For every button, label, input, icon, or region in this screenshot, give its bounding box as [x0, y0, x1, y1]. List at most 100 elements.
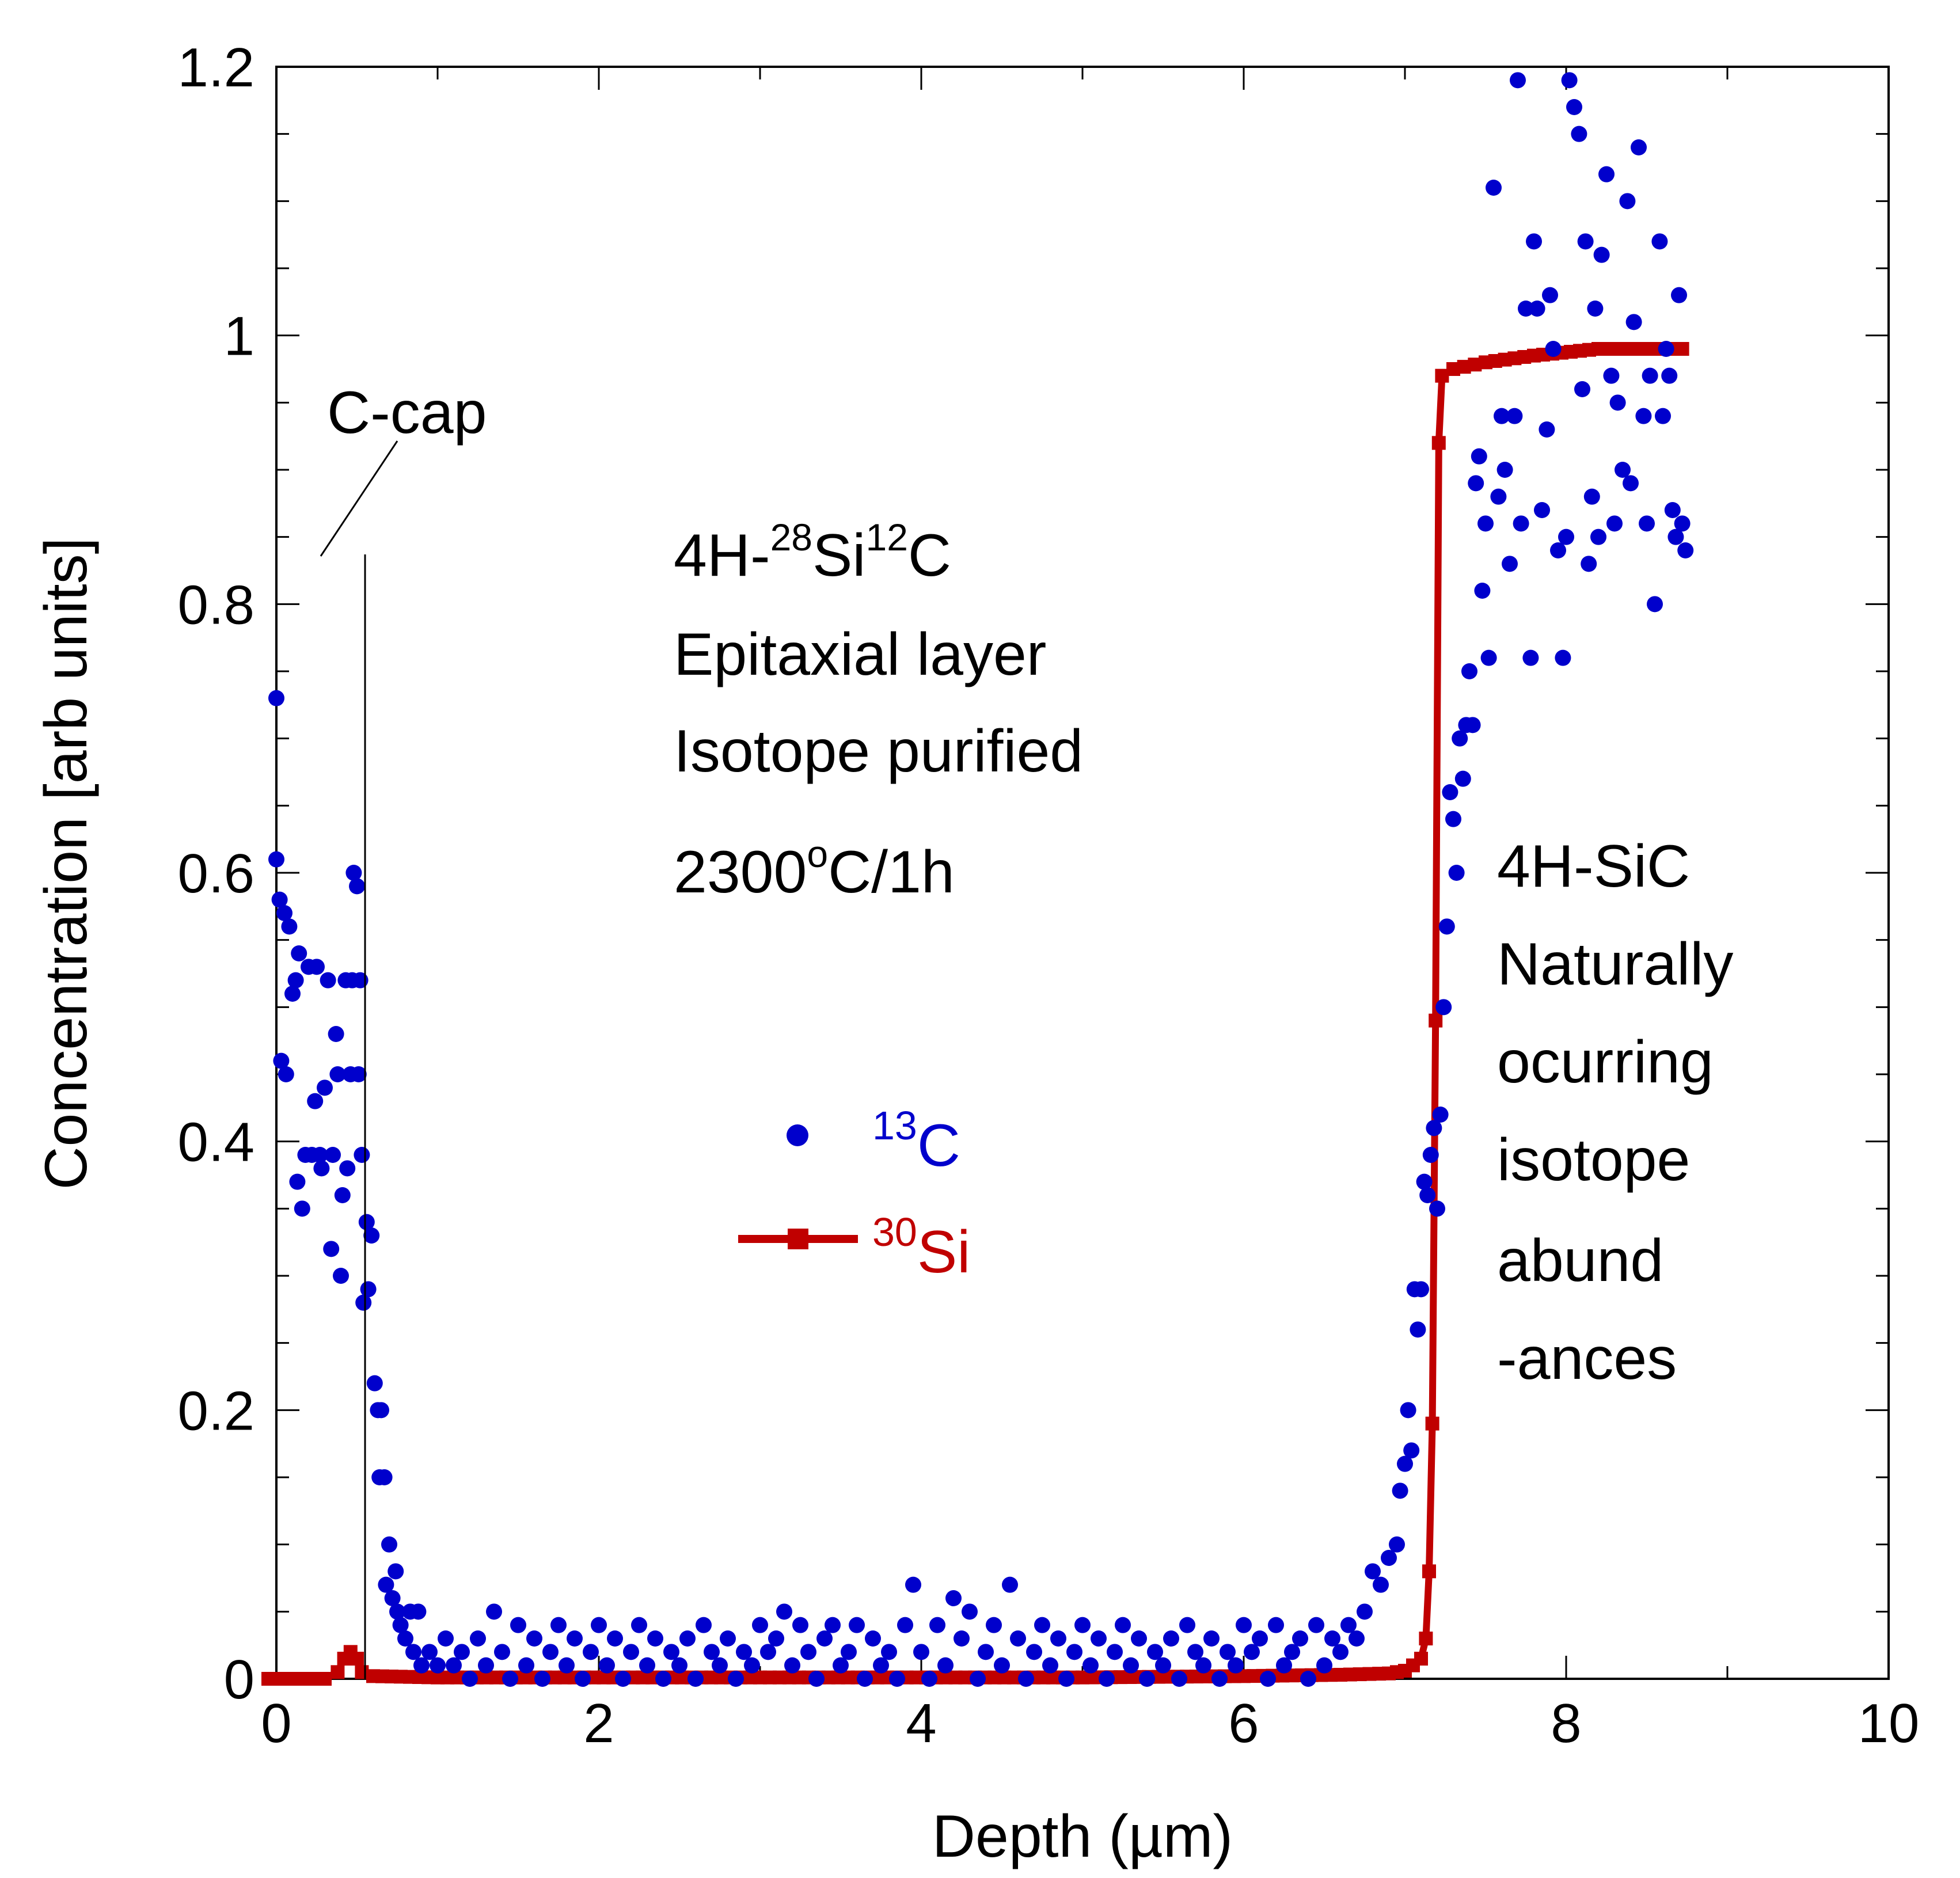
- series-13c-point: [1123, 1657, 1139, 1674]
- series-13c-point: [1542, 287, 1558, 303]
- y-tick-label: 0: [224, 1649, 255, 1710]
- series-13c-point: [1260, 1671, 1276, 1687]
- series-13c-point: [430, 1657, 446, 1674]
- series-13c-point: [470, 1630, 486, 1647]
- series-13c-point: [776, 1603, 792, 1620]
- series-13c-point: [1426, 1120, 1442, 1136]
- series-13c-point: [760, 1644, 776, 1660]
- series-13c-point: [317, 1079, 333, 1096]
- x-tick-label: 0: [261, 1693, 291, 1754]
- series-13c-point: [281, 918, 298, 935]
- series-13c-point: [816, 1630, 833, 1647]
- series-30si-point: [1431, 436, 1446, 450]
- series-13c-point: [1555, 649, 1571, 666]
- series-13c-point: [388, 1563, 404, 1580]
- series-13c-point: [929, 1617, 945, 1633]
- series-13c-point: [1642, 367, 1658, 384]
- series-13c-point: [1171, 1671, 1187, 1687]
- x-tick-label: 8: [1551, 1693, 1581, 1754]
- series-13c-point: [392, 1617, 409, 1633]
- series-13c-point: [1155, 1657, 1171, 1674]
- legend-30si-marker: [788, 1229, 808, 1249]
- series-13c-point: [623, 1644, 639, 1660]
- series-13c-point: [1400, 1402, 1416, 1419]
- series-13c-point: [478, 1657, 494, 1674]
- series-13c-point: [1074, 1617, 1091, 1633]
- series-13c-point: [360, 1281, 377, 1298]
- series-13c-point: [349, 878, 365, 895]
- series-13c-point: [1438, 918, 1455, 935]
- series-13c-point: [639, 1657, 655, 1674]
- series-13c-point: [1365, 1563, 1381, 1580]
- series-13c-point: [784, 1657, 800, 1674]
- series-13c-point: [1392, 1482, 1408, 1499]
- series-13c-point: [1583, 488, 1600, 505]
- series-13c-point: [1526, 233, 1542, 250]
- y-axis-title: Concentration [arb units]: [33, 537, 100, 1189]
- substrate-label-line5: abund: [1497, 1227, 1663, 1294]
- y-tick-label: 1: [224, 306, 255, 367]
- y-tick-label: 0.2: [178, 1380, 255, 1442]
- series-13c-point: [354, 1147, 370, 1163]
- series-13c-point: [1308, 1617, 1324, 1633]
- series-13c-point: [273, 1052, 290, 1069]
- series-13c-point: [1195, 1657, 1211, 1674]
- series-13c-point: [986, 1617, 1002, 1633]
- series-13c-point: [1403, 1442, 1420, 1459]
- series-13c-point: [1581, 556, 1597, 572]
- x-tick-label: 10: [1858, 1693, 1920, 1754]
- series-13c-point: [410, 1603, 427, 1620]
- series-13c-point: [1502, 556, 1518, 572]
- x-tick-labels: 0 2 4 6 8 10: [261, 1693, 1919, 1754]
- series-13c-point: [1590, 529, 1606, 545]
- series-13c-point: [421, 1644, 438, 1660]
- series-13c-point: [312, 1147, 328, 1163]
- y-tick-label: 0.4: [178, 1112, 255, 1173]
- series-13c-point: [438, 1630, 454, 1647]
- series-13c-point: [1284, 1644, 1300, 1660]
- series-13c-point: [679, 1630, 696, 1647]
- series-13c-point: [954, 1630, 970, 1647]
- substrate-label-line6: -ances: [1497, 1325, 1677, 1392]
- series-13c-point: [534, 1671, 550, 1687]
- series-13c-point: [325, 1147, 341, 1163]
- series-13c-point: [1397, 1455, 1413, 1472]
- series-13c-point: [1429, 1200, 1445, 1217]
- series-13c-point: [413, 1657, 430, 1674]
- y-tick-label: 0.8: [178, 574, 255, 636]
- legend-13c-marker: [787, 1124, 808, 1146]
- series-13c-point: [1139, 1671, 1155, 1687]
- series-13c-point: [1635, 408, 1652, 424]
- series-13c-point: [502, 1671, 518, 1687]
- series-13c-point: [575, 1671, 591, 1687]
- series-13c-point: [1131, 1630, 1147, 1647]
- series-13c-point: [329, 1066, 346, 1082]
- series-13c-point: [510, 1617, 526, 1633]
- series-13c-point: [1454, 770, 1471, 787]
- legend-13c-label: 13C: [872, 1103, 960, 1179]
- series-13c-point: [289, 1173, 306, 1190]
- series-13c: [268, 72, 1694, 1687]
- series-13c-point: [291, 945, 307, 961]
- epi-label-line2: Epitaxial layer: [674, 621, 1046, 688]
- series-30si-point: [1414, 1652, 1428, 1666]
- series-13c-point: [381, 1536, 397, 1553]
- series-13c-point: [389, 1603, 405, 1620]
- series-13c-point: [268, 851, 284, 868]
- series-13c-point: [1609, 394, 1626, 411]
- series-13c-point: [454, 1644, 470, 1660]
- series-13c-point: [1115, 1617, 1131, 1633]
- series-13c-point: [1292, 1630, 1308, 1647]
- series-13c-point: [865, 1630, 881, 1647]
- series-13c-point: [808, 1671, 825, 1687]
- x-tick-label: 4: [906, 1693, 936, 1754]
- series-13c-point: [1220, 1644, 1236, 1660]
- series-13c-point: [704, 1644, 720, 1660]
- series-13c-point: [937, 1657, 954, 1674]
- series-13c-point: [978, 1644, 994, 1660]
- series-13c-point: [1577, 233, 1594, 250]
- series-13c-point: [462, 1671, 478, 1687]
- series-13c-point: [1550, 542, 1566, 558]
- x-tick-label: 2: [583, 1693, 614, 1754]
